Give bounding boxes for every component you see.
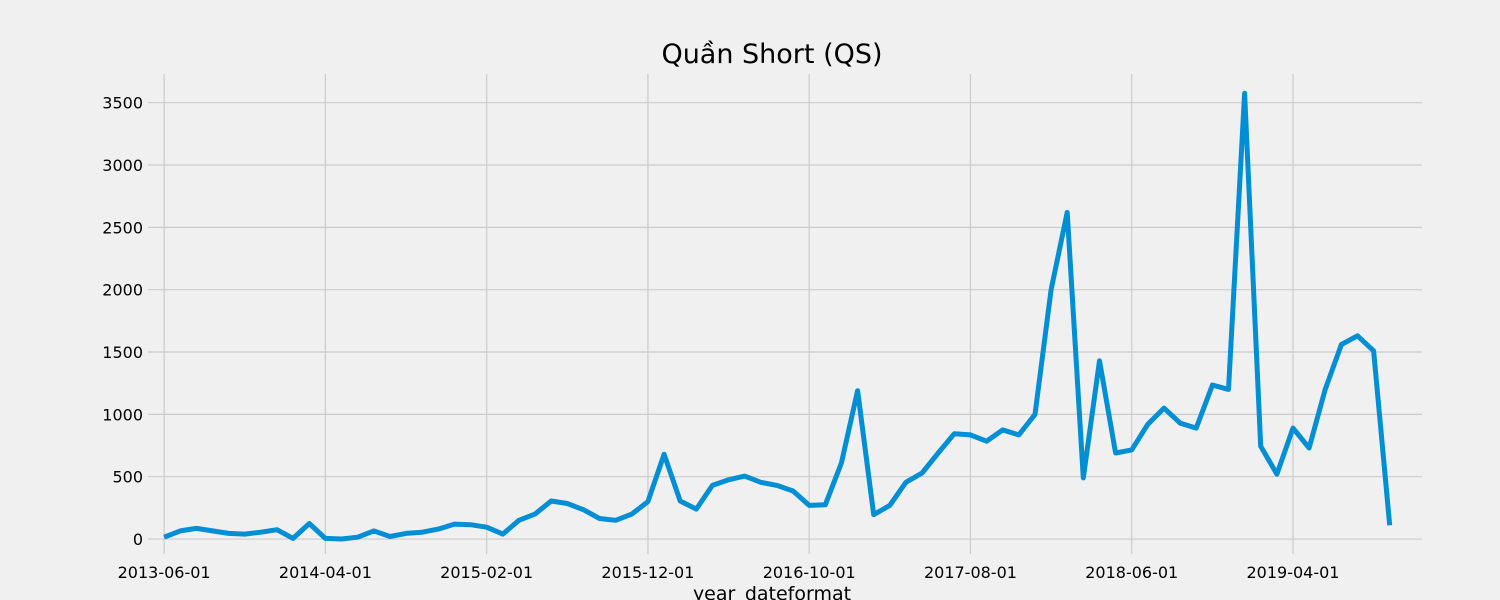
series-line (163, 90, 1393, 542)
x-tick-label: 2015-12-01 (601, 563, 694, 582)
x-tick-label: 2018-06-01 (1085, 563, 1178, 582)
tick-labels: 0 500 1000 1500 2000 2500 3000 3500 2013-06-01 20… (102, 94, 1339, 582)
y-tick-label: 0 (133, 530, 143, 549)
x-tick-label: 2019-04-01 (1246, 563, 1339, 582)
x-tick-label: 2014-04-01 (279, 563, 372, 582)
y-tick-label: 1500 (102, 343, 143, 362)
y-tick-label: 1000 (102, 405, 143, 424)
y-tick-label: 2000 (102, 281, 143, 300)
x-tick-label: 2015-02-01 (440, 563, 533, 582)
y-tick-label: 500 (112, 468, 143, 487)
series-lines (163, 90, 1393, 542)
x-tick-label: 2016-10-01 (763, 563, 856, 582)
gridlines (148, 74, 1422, 554)
y-tick-label: 3000 (102, 156, 143, 175)
chart-title: Quần Short (QS) (661, 39, 882, 70)
y-tick-label: 3500 (102, 94, 143, 113)
y-tick-label: 2500 (102, 218, 143, 237)
x-axis-label: year_dateformat (693, 583, 851, 600)
x-tick-label: 2017-08-01 (924, 563, 1017, 582)
x-tick-label: 2013-06-01 (118, 563, 211, 582)
